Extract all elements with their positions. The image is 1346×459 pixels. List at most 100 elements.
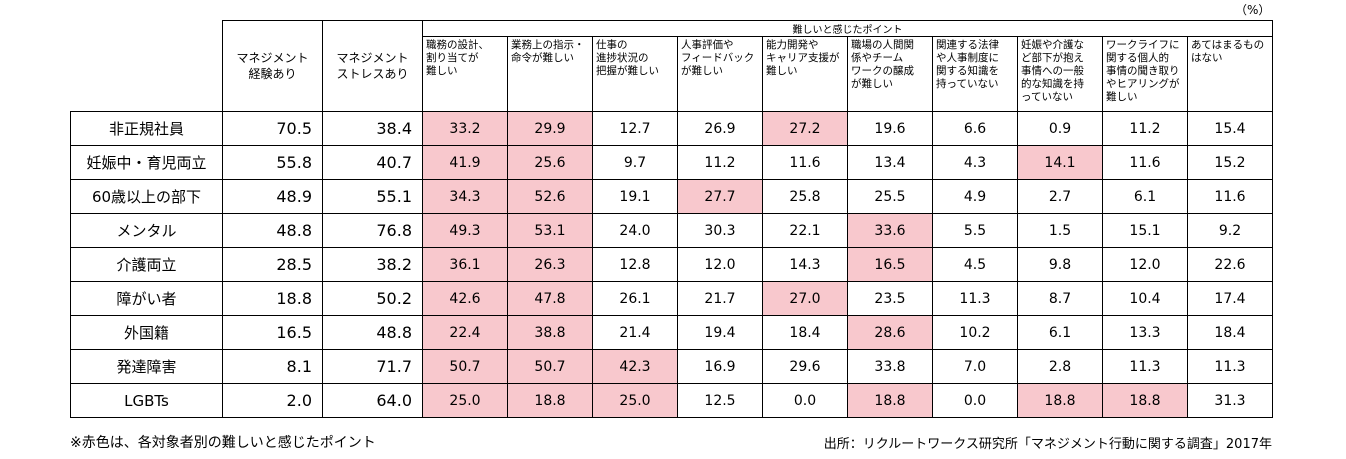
value-cell: 25.5 [847, 179, 933, 214]
value-cell: 12.5 [677, 383, 763, 418]
point-header: 人事評価や フィードバック が難しい [677, 36, 763, 112]
value-cell: 10.4 [1102, 281, 1188, 316]
value-cell: 48.9 [222, 179, 323, 214]
value-cell: 36.1 [422, 247, 508, 282]
value-cell: 11.6 [1102, 145, 1188, 180]
value-cell: 6.6 [932, 111, 1018, 146]
value-cell: 15.1 [1102, 213, 1188, 248]
row-label: 非正規社員 [70, 111, 223, 146]
value-cell: 8.7 [1017, 281, 1103, 316]
data-row: 障がい者 18.8 50.2 42.6 47.8 26.1 21.7 27.0 23.5 11.3… [70, 281, 1273, 316]
value-cell: 10.2 [932, 315, 1018, 350]
note: ※赤色は、各対象者別の難しいと感じたポイント [70, 435, 376, 451]
value-cell: 5.5 [932, 213, 1018, 248]
value-cell: 0.0 [762, 383, 848, 418]
value-cell: 38.4 [322, 111, 423, 146]
value-cell: 19.1 [592, 179, 678, 214]
point-header: 能力開発や キャリア支援が 難しい [762, 36, 848, 112]
value-cell: 22.4 [422, 315, 508, 350]
value-cell: 19.6 [847, 111, 933, 146]
value-cell: 12.8 [592, 247, 678, 282]
value-cell: 1.5 [1017, 213, 1103, 248]
value-cell: 14.3 [762, 247, 848, 282]
value-cell: 14.1 [1017, 145, 1103, 180]
value-cell: 4.5 [932, 247, 1018, 282]
value-cell: 2.0 [222, 383, 323, 418]
data-row: 発達障害 8.1 71.7 50.7 50.7 42.3 16.9 29.6 33.8 7.0 2.… [70, 349, 1273, 384]
value-cell: 11.2 [1102, 111, 1188, 146]
value-cell: 0.9 [1017, 111, 1103, 146]
value-cell: 50.2 [322, 281, 423, 316]
point-header: 妊娠や介護な ど部下が抱え 事情への一般 的な知識を持 っていない [1017, 36, 1103, 112]
value-cell: 50.7 [507, 349, 593, 384]
row-label: 外国籍 [70, 315, 223, 350]
value-cell: 19.4 [677, 315, 763, 350]
value-cell: 47.8 [507, 281, 593, 316]
value-cell: 18.8 [1017, 383, 1103, 418]
value-cell: 2.8 [1017, 349, 1103, 384]
point-header: 職務の設計、 割り当てが 難しい [422, 36, 508, 112]
value-cell: 55.1 [322, 179, 423, 214]
value-cell: 11.6 [1187, 179, 1273, 214]
point-header: 関連する法律 や人事制度に 関する知識を 持っていない [932, 36, 1018, 112]
value-cell: 25.6 [507, 145, 593, 180]
value-cell: 11.2 [677, 145, 763, 180]
value-cell: 18.4 [1187, 315, 1273, 350]
value-cell: 18.8 [1102, 383, 1188, 418]
value-cell: 4.9 [932, 179, 1018, 214]
value-cell: 11.3 [1102, 349, 1188, 384]
value-cell: 52.6 [507, 179, 593, 214]
value-cell: 48.8 [322, 315, 423, 350]
left-header: マネジメント ストレスあり [322, 20, 423, 112]
value-cell: 17.4 [1187, 281, 1273, 316]
point-header: 職場の人間関 係やチーム ワークの醸成 が難しい [847, 36, 933, 112]
data-row: LGBTs 2.0 64.0 25.0 18.8 25.0 12.5 0.0 18.8 0.0 18… [70, 383, 1273, 418]
row-label: 介護両立 [70, 247, 223, 282]
row-label: 発達障害 [70, 349, 223, 384]
value-cell: 29.9 [507, 111, 593, 146]
data-row: 介護両立 28.5 38.2 36.1 26.3 12.8 12.0 14.3 16.5 4.5 9… [70, 247, 1273, 282]
group-header: 難しいと感じたポイント [422, 20, 1273, 37]
value-cell: 4.3 [932, 145, 1018, 180]
value-cell: 29.6 [762, 349, 848, 384]
value-cell: 25.0 [592, 383, 678, 418]
value-cell: 70.5 [222, 111, 323, 146]
value-cell: 26.1 [592, 281, 678, 316]
value-cell: 38.8 [507, 315, 593, 350]
value-cell: 12.0 [1102, 247, 1188, 282]
value-cell: 9.7 [592, 145, 678, 180]
row-label: メンタル [70, 213, 223, 248]
value-cell: 2.7 [1017, 179, 1103, 214]
value-cell: 15.4 [1187, 111, 1273, 146]
value-cell: 31.3 [1187, 383, 1273, 418]
value-cell: 64.0 [322, 383, 423, 418]
data-row: 外国籍 16.5 48.8 22.4 38.8 21.4 19.4 18.4 28.6 10.2 6… [70, 315, 1273, 350]
value-cell: 16.9 [677, 349, 763, 384]
value-cell: 27.0 [762, 281, 848, 316]
value-cell: 6.1 [1017, 315, 1103, 350]
value-cell: 13.4 [847, 145, 933, 180]
value-cell: 24.0 [592, 213, 678, 248]
value-cell: 9.2 [1187, 213, 1273, 248]
value-cell: 34.3 [422, 179, 508, 214]
value-cell: 12.7 [592, 111, 678, 146]
value-cell: 27.7 [677, 179, 763, 214]
value-cell: 33.6 [847, 213, 933, 248]
unit: （%） [1235, 3, 1271, 17]
blank-cell [70, 20, 223, 112]
value-cell: 0.0 [932, 383, 1018, 418]
value-cell: 49.3 [422, 213, 508, 248]
value-cell: 26.9 [677, 111, 763, 146]
value-cell: 42.3 [592, 349, 678, 384]
value-cell: 42.6 [422, 281, 508, 316]
row-label: 妊娠中・育児両立 [70, 145, 223, 180]
data-row: メンタル 48.8 76.8 49.3 53.1 24.0 30.3 22.1 33.6 5.5 1… [70, 213, 1273, 248]
value-cell: 55.8 [222, 145, 323, 180]
value-cell: 18.8 [507, 383, 593, 418]
value-cell: 33.2 [422, 111, 508, 146]
value-cell: 50.7 [422, 349, 508, 384]
point-header: ワークライフに 関する個人的 事情の聞き取り やヒアリングが 難しい [1102, 36, 1188, 112]
row-label: LGBTs [70, 383, 223, 418]
value-cell: 41.9 [422, 145, 508, 180]
